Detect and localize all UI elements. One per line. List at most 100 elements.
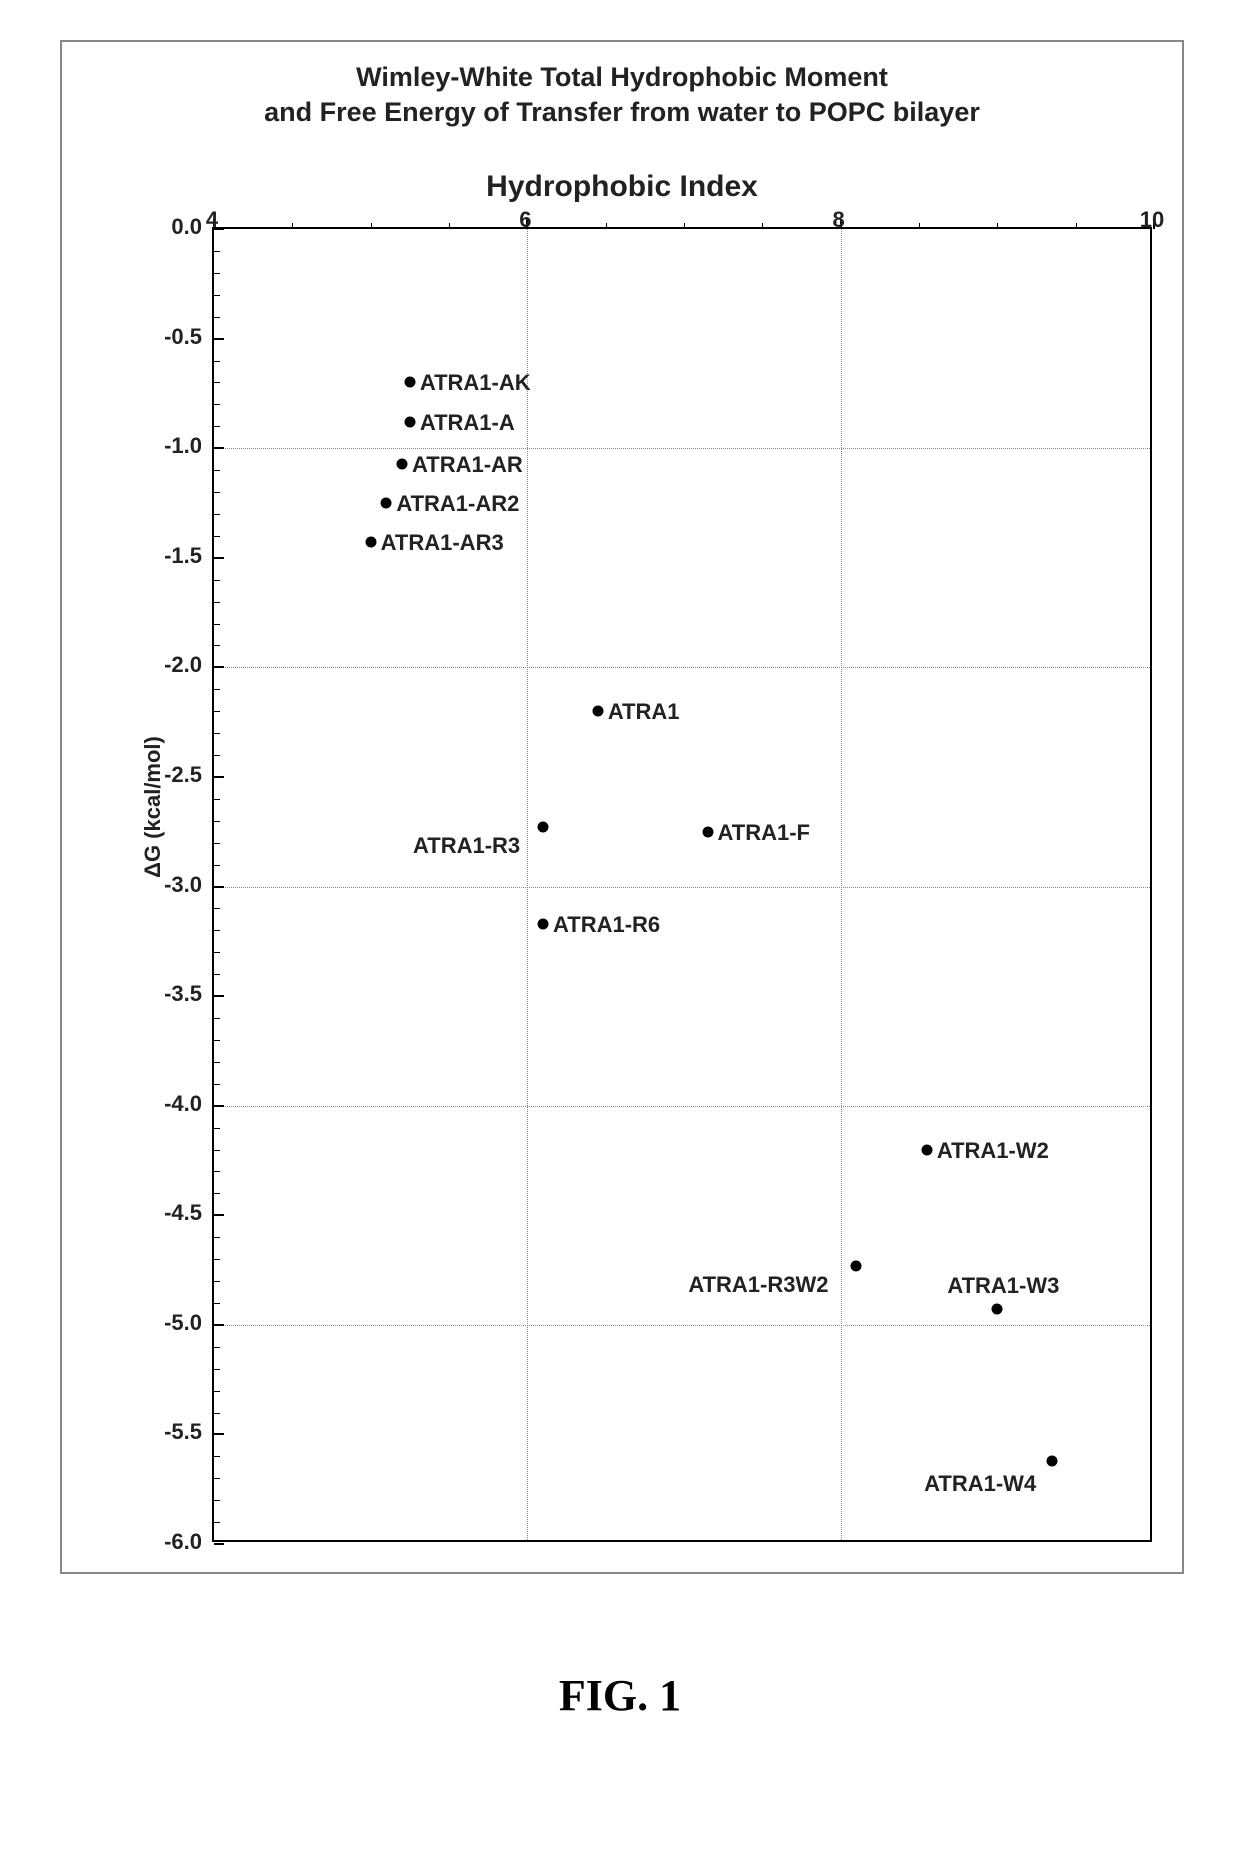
gridline-horizontal	[214, 667, 1150, 668]
ytick-mark	[214, 776, 224, 778]
ytick-minor	[214, 908, 220, 909]
data-point	[851, 1260, 862, 1271]
ytick-label: -3.5	[164, 981, 202, 1007]
ytick-mark	[214, 666, 224, 668]
ytick-minor	[214, 1456, 220, 1457]
chart-container: Wimley-White Total Hydrophobic Moment an…	[60, 40, 1184, 1574]
gridline-horizontal	[214, 448, 1150, 449]
point-label: ATRA1-F	[718, 820, 810, 846]
xtick-minor	[919, 223, 920, 229]
ytick-minor	[214, 974, 220, 975]
point-label: ATRA1-AR2	[396, 491, 519, 517]
ytick-minor	[214, 624, 220, 625]
ytick-minor	[214, 580, 220, 581]
ytick-mark	[214, 1214, 224, 1216]
gridline-vertical	[527, 229, 528, 1540]
ytick-label: -4.5	[164, 1200, 202, 1226]
data-point	[404, 416, 415, 427]
point-label: ATRA1-R6	[553, 912, 660, 938]
ytick-minor	[214, 1128, 220, 1129]
ytick-minor	[214, 689, 220, 690]
ytick-minor	[214, 843, 220, 844]
ytick-minor	[214, 1062, 220, 1063]
ytick-minor	[214, 404, 220, 405]
gridline-horizontal	[214, 1106, 1150, 1107]
xtick-minor	[606, 223, 607, 229]
ytick-minor	[214, 865, 220, 866]
point-label: ATRA1-R3W2	[688, 1272, 828, 1298]
gridline-horizontal	[214, 887, 1150, 888]
point-label: ATRA1-AR3	[381, 530, 504, 556]
xtick-minor	[997, 223, 998, 229]
point-label: ATRA1-A	[420, 410, 515, 436]
ytick-minor	[214, 1259, 220, 1260]
point-label: ATRA1-AR	[412, 452, 523, 478]
y-axis-title: ΔG (kcal/mol)	[140, 736, 166, 878]
ytick-mark	[214, 995, 224, 997]
figure-caption: FIG. 1	[0, 1670, 1240, 1721]
xtick-minor	[371, 223, 372, 229]
ytick-mark	[214, 447, 224, 449]
ytick-minor	[214, 1391, 220, 1392]
point-label: ATRA1-W2	[937, 1138, 1049, 1164]
ytick-minor	[214, 1084, 220, 1085]
point-label: ATRA1-W3	[947, 1273, 1059, 1299]
ytick-mark	[214, 557, 224, 559]
point-label: ATRA1	[608, 699, 680, 725]
data-point	[702, 826, 713, 837]
data-point	[381, 497, 392, 508]
ytick-minor	[214, 470, 220, 471]
ytick-mark	[214, 1543, 224, 1545]
ytick-label: -4.0	[164, 1091, 202, 1117]
gridline-vertical	[841, 229, 842, 1540]
data-point	[397, 458, 408, 469]
plot-area: ATRA1-AKATRA1-AATRA1-ARATRA1-AR2ATRA1-AR…	[212, 227, 1152, 1542]
ytick-minor	[214, 1018, 220, 1019]
ytick-minor	[214, 536, 220, 537]
ytick-minor	[214, 514, 220, 515]
ytick-minor	[214, 711, 220, 712]
ytick-minor	[214, 295, 220, 296]
ytick-mark	[214, 1433, 224, 1435]
chart-title-line1: Wimley-White Total Hydrophobic Moment	[356, 62, 888, 92]
ytick-minor	[214, 1040, 220, 1041]
chart-title: Wimley-White Total Hydrophobic Moment an…	[62, 60, 1182, 130]
gridline-horizontal	[214, 1325, 1150, 1326]
ytick-minor	[214, 1478, 220, 1479]
data-point	[992, 1304, 1003, 1315]
xtick-minor	[1076, 223, 1077, 229]
xtick-minor	[762, 223, 763, 229]
ytick-label: 0.0	[171, 214, 202, 240]
data-point	[538, 918, 549, 929]
ytick-minor	[214, 1171, 220, 1172]
x-axis-title: Hydrophobic Index	[62, 170, 1182, 204]
ytick-minor	[214, 755, 220, 756]
ytick-label: -5.0	[164, 1310, 202, 1336]
ytick-minor	[214, 1303, 220, 1304]
data-point	[1047, 1455, 1058, 1466]
ytick-minor	[214, 317, 220, 318]
ytick-minor	[214, 382, 220, 383]
ytick-minor	[214, 426, 220, 427]
point-label: ATRA1-W4	[924, 1471, 1036, 1497]
ytick-minor	[214, 273, 220, 274]
ytick-minor	[214, 492, 220, 493]
xtick-minor	[292, 223, 293, 229]
ytick-minor	[214, 251, 220, 252]
ytick-label: -6.0	[164, 1529, 202, 1555]
data-point	[404, 377, 415, 388]
ytick-mark	[214, 1105, 224, 1107]
ytick-mark	[214, 338, 224, 340]
ytick-minor	[214, 1347, 220, 1348]
ytick-label: -2.5	[164, 762, 202, 788]
xtick-label: 4	[206, 207, 218, 233]
ytick-minor	[214, 821, 220, 822]
ytick-mark	[214, 886, 224, 888]
xtick-label: 8	[833, 207, 845, 233]
xtick-label: 6	[519, 207, 531, 233]
data-point	[365, 537, 376, 548]
ytick-minor	[214, 1413, 220, 1414]
ytick-minor	[214, 952, 220, 953]
ytick-minor	[214, 930, 220, 931]
ytick-minor	[214, 602, 220, 603]
